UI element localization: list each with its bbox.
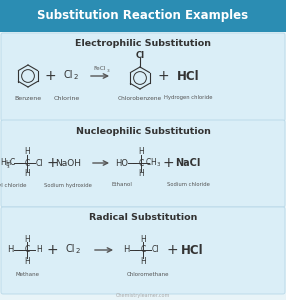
Text: +: + [166, 243, 178, 257]
Text: H: H [140, 256, 146, 266]
Text: H: H [36, 245, 42, 254]
Text: NaCl: NaCl [175, 158, 201, 168]
Text: Substitution Reaction Examples: Substitution Reaction Examples [37, 10, 249, 22]
Text: Chlorine: Chlorine [54, 95, 80, 101]
Text: Chlorobenzene: Chlorobenzene [118, 95, 162, 101]
Text: C: C [138, 158, 144, 167]
Text: Cl: Cl [136, 50, 144, 59]
Text: H$_3$C: H$_3$C [0, 157, 16, 169]
Text: H: H [5, 160, 11, 166]
Text: +: + [162, 156, 174, 170]
Text: C: C [140, 245, 146, 254]
Text: Ethyl chloride: Ethyl chloride [0, 182, 27, 188]
FancyBboxPatch shape [0, 0, 286, 32]
FancyBboxPatch shape [1, 33, 285, 121]
Text: Cl: Cl [63, 70, 72, 80]
Text: Electrophilic Substitution: Electrophilic Substitution [75, 40, 211, 49]
Text: CH$_3$: CH$_3$ [145, 157, 161, 169]
Text: Cl: Cl [65, 244, 74, 254]
Text: HO: HO [116, 158, 128, 167]
Text: C: C [24, 158, 30, 167]
Text: Sodium hydroxide: Sodium hydroxide [44, 182, 92, 188]
Text: H: H [138, 169, 144, 178]
Text: Radical Substitution: Radical Substitution [89, 214, 197, 223]
Text: H: H [140, 235, 146, 244]
Text: +: + [46, 156, 58, 170]
Text: H: H [24, 148, 30, 157]
Text: H: H [24, 256, 30, 266]
Text: Methane: Methane [15, 272, 39, 278]
Text: Nucleophilic Substitution: Nucleophilic Substitution [76, 127, 210, 136]
Text: Benzene: Benzene [14, 95, 41, 101]
Text: C: C [24, 245, 30, 254]
Text: +: + [46, 243, 58, 257]
FancyBboxPatch shape [1, 207, 285, 294]
Text: Cl: Cl [35, 158, 43, 167]
Text: FeCl: FeCl [94, 67, 106, 71]
Text: HCl: HCl [181, 244, 203, 256]
Text: Cl: Cl [151, 245, 159, 254]
Text: Chloromethane: Chloromethane [127, 272, 169, 278]
Text: H: H [138, 148, 144, 157]
Text: H: H [7, 245, 13, 254]
Text: 2: 2 [76, 248, 80, 254]
Text: 2: 2 [74, 74, 78, 80]
Text: NaOH: NaOH [55, 158, 81, 167]
Text: H: H [123, 245, 129, 254]
Text: Chemistrylearner.com: Chemistrylearner.com [116, 292, 170, 298]
Text: Hydrogen chloride: Hydrogen chloride [164, 95, 212, 101]
Text: H: H [24, 235, 30, 244]
Text: +: + [44, 69, 56, 83]
Text: H: H [24, 169, 30, 178]
Text: Ethanol: Ethanol [112, 182, 132, 188]
FancyBboxPatch shape [1, 120, 285, 207]
Text: +: + [157, 69, 169, 83]
Text: 3: 3 [107, 68, 110, 73]
Text: ₃: ₃ [7, 164, 9, 169]
Text: HCl: HCl [177, 70, 199, 83]
Text: Sodium chloride: Sodium chloride [166, 182, 209, 188]
